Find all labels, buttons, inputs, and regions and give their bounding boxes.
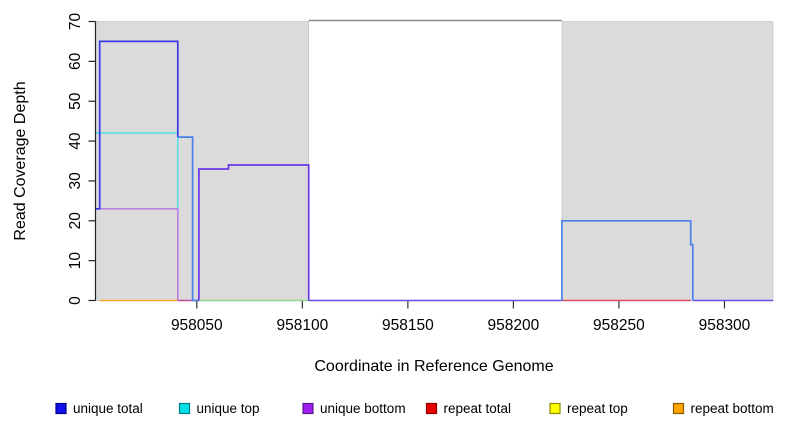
unique-total-left-tail-line [177,136,199,302]
legend-swatch-unique-total [55,402,67,415]
legend-label-unique-total: unique total [73,401,143,416]
series-lines [95,40,773,302]
y-axis-title: Read Coverage Depth [12,81,29,240]
legend-swatch-repeat-total [425,402,438,415]
y-tick-label: 40 [67,132,84,150]
legend-label-repeat-bottom: repeat bottom [691,401,774,416]
x-tick-label: 958300 [699,317,751,334]
y-tick-label: 0 [67,296,84,305]
x-tick-label: 958200 [488,317,540,334]
shaded-region-left [95,21,310,301]
unique-bottom-line [95,208,179,301]
legend-swatch-repeat-bottom [672,402,685,415]
legend-swatch-repeat-top [549,402,561,415]
y-tick-label: 20 [67,212,84,230]
legend-label-unique-bottom: unique bottom [320,401,406,416]
x-tick-label: 958050 [171,317,223,334]
legend-label-repeat-top: repeat top [567,401,628,416]
y-tick-label: 70 [67,13,84,31]
x-axis-title: Coordinate in Reference Genome [314,358,553,375]
x-tick-label: 958250 [593,317,645,334]
legend-swatch-unique-bottom [302,402,314,415]
x-tick-label: 958100 [276,317,328,334]
unique-total-left-line [95,40,179,210]
y-tick-label: 60 [67,52,84,70]
legend-label-unique-top: unique top [197,401,260,416]
x-tick-label: 958150 [382,317,434,334]
shaded-regions [95,21,774,301]
legend-swatch-unique-top [178,402,191,415]
legend-label-repeat-total: repeat total [444,401,512,416]
unique-mid-violet-line [198,164,310,301]
shaded-region-right [561,21,774,301]
y-tick-label: 10 [67,252,84,270]
y-axis: 0 10 20 30 40 50 60 70 [67,13,97,305]
y-tick-label: 50 [67,92,84,110]
chart-legend: unique total unique top unique bottom repea… [55,401,774,416]
y-tick-label: 30 [67,172,84,190]
x-axis: 958050 958100 958150 958200 958250 958300 [171,301,751,334]
unique-total-right-line [561,219,694,301]
